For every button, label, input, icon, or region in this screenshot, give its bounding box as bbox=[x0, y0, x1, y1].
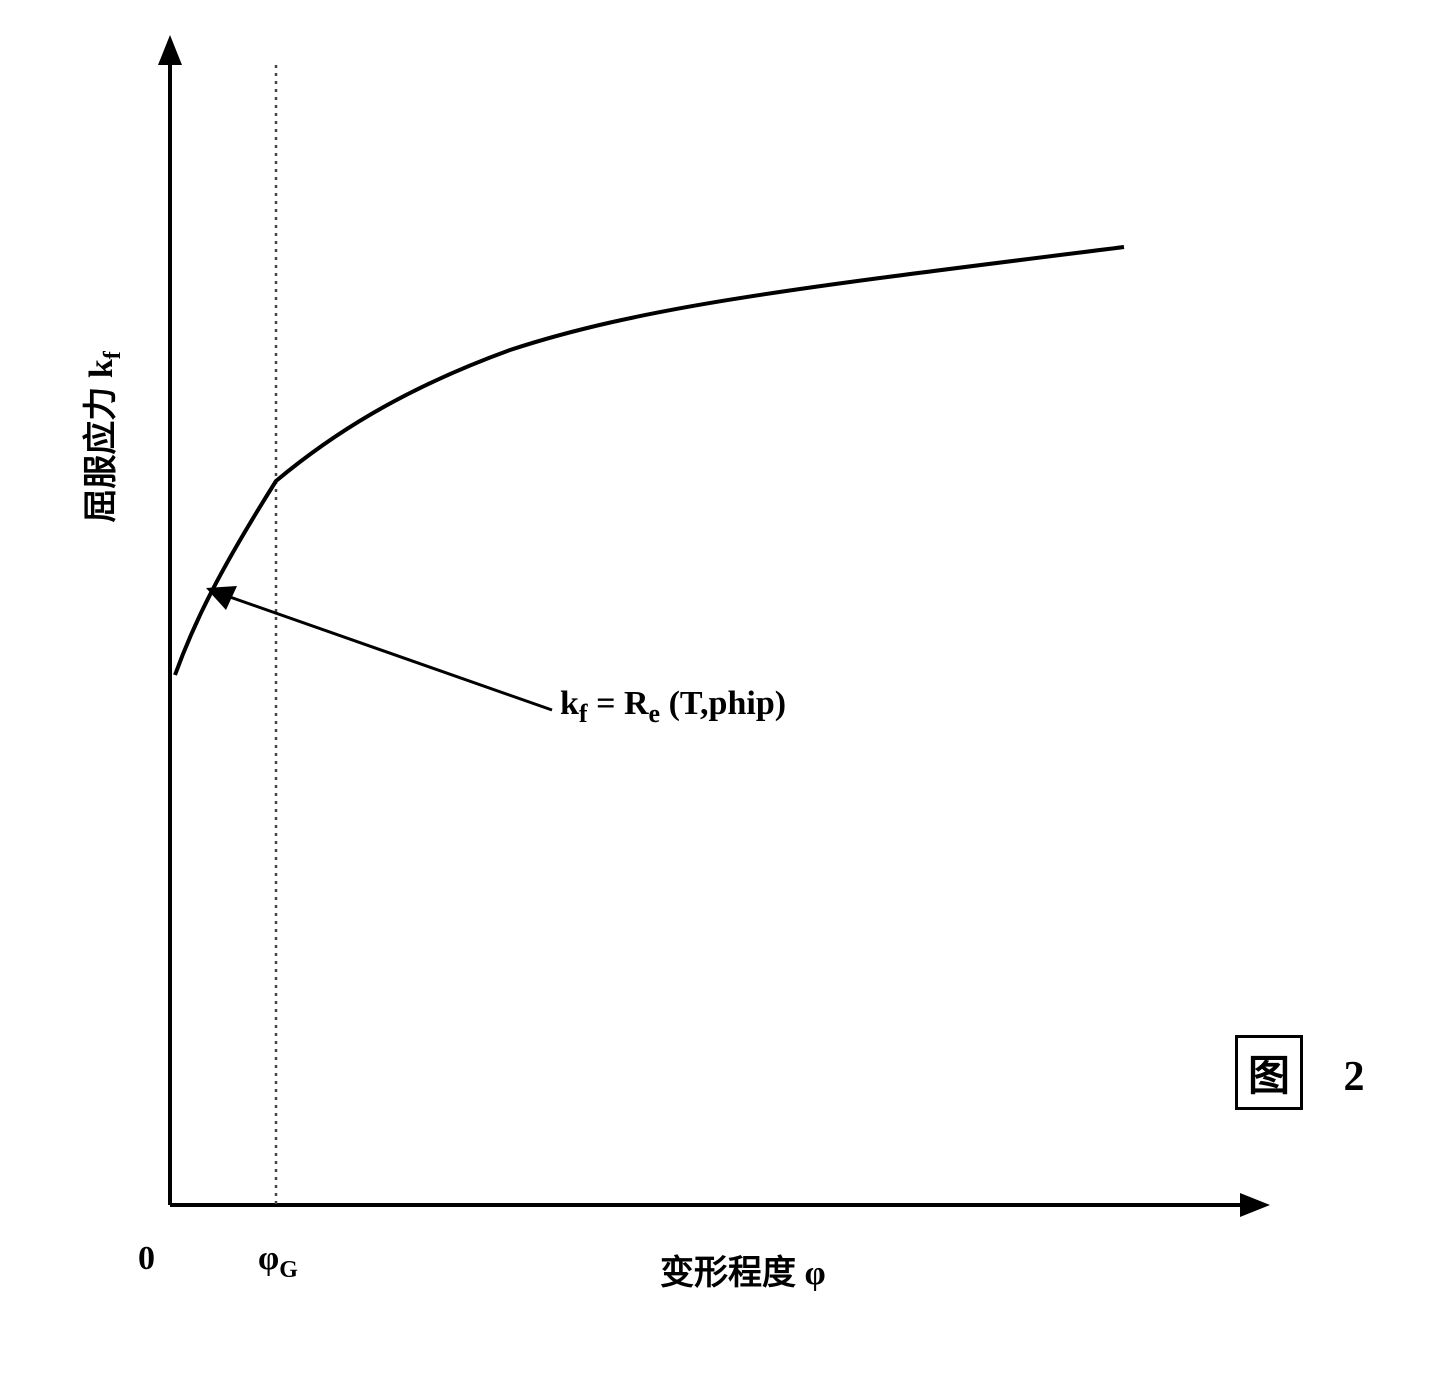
figure-label: 图 2 bbox=[1235, 1035, 1365, 1110]
phi-g-text: φ bbox=[258, 1240, 279, 1277]
y-axis-label-text: 屈服应力 k bbox=[83, 359, 120, 522]
annotation-prefix: k bbox=[560, 685, 579, 722]
annotation-suffix: (T,phip) bbox=[660, 685, 786, 722]
chart-container: 屈服应力 kf 变形程度 φ 0 φG kf = Re (T,phip) bbox=[100, 30, 1300, 1280]
phi-g-sub: G bbox=[279, 1257, 298, 1283]
annotation-sub1: f bbox=[579, 699, 588, 728]
figure-label-box: 图 bbox=[1235, 1035, 1303, 1110]
annotation-mid: = R bbox=[588, 685, 649, 722]
y-axis-label: 屈服应力 kf bbox=[73, 297, 127, 577]
chart-svg bbox=[100, 30, 1300, 1330]
annotation-arrow bbox=[210, 590, 552, 710]
y-axis-arrow bbox=[158, 35, 182, 65]
y-axis-label-sub: f bbox=[100, 351, 126, 359]
curve bbox=[175, 247, 1124, 675]
x-axis-label: 变形程度 φ bbox=[660, 1245, 826, 1294]
x-axis-label-text: 变形程度 φ bbox=[660, 1255, 826, 1292]
phi-g-label: φG bbox=[258, 1240, 298, 1284]
figure-label-number: 2 bbox=[1344, 1054, 1365, 1100]
annotation-text: kf = Re (T,phip) bbox=[560, 685, 786, 729]
origin-label: 0 bbox=[138, 1240, 155, 1278]
annotation-sub2: e bbox=[649, 699, 661, 728]
x-axis-arrow bbox=[1240, 1193, 1270, 1217]
